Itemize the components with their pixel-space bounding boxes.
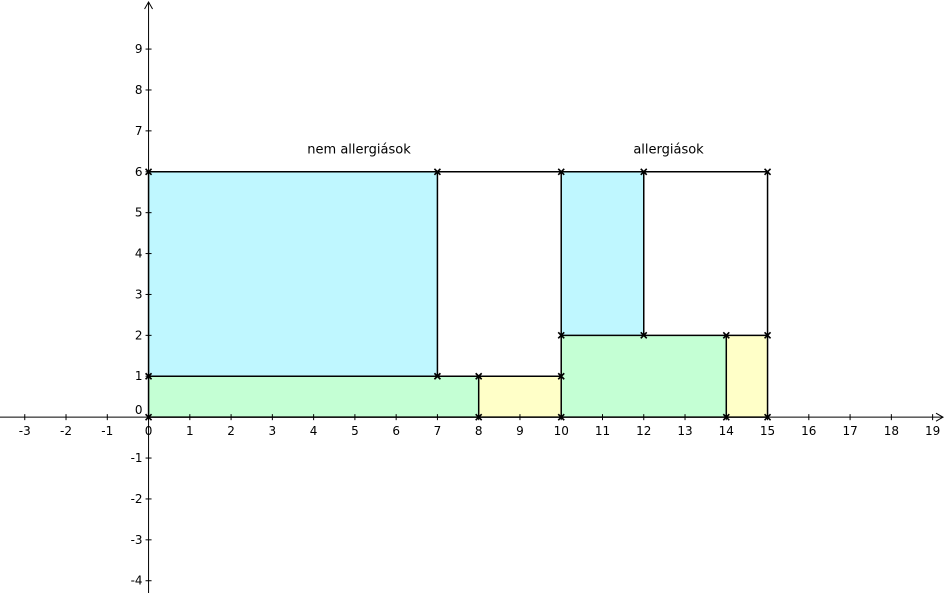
x-tick-label: 8 [475, 424, 483, 438]
x-tick-label: 15 [760, 424, 775, 438]
vertex-points [144, 168, 772, 421]
x-tick-label: 2 [227, 424, 235, 438]
y-tick-label: 0 [135, 403, 143, 417]
y-tick-label: -3 [131, 533, 143, 547]
region-a-cyan [561, 171, 644, 336]
x-tick-label: 18 [884, 424, 899, 438]
x-tick-label: 1 [186, 424, 194, 438]
x-tick-label: 4 [310, 424, 318, 438]
vertex-point [722, 331, 730, 339]
vertex-point [144, 372, 153, 380]
x-tick-label: -2 [60, 424, 72, 438]
vertex-point [144, 413, 153, 421]
y-tick-label: -2 [131, 492, 143, 506]
vertex-point [557, 413, 565, 421]
y-tick-label: 8 [135, 83, 143, 97]
vertex-point [640, 331, 648, 339]
vertex-point [557, 331, 565, 339]
x-tick-label: 3 [269, 424, 277, 438]
x-tick-label: 10 [554, 424, 569, 438]
vertex-point [557, 372, 565, 380]
x-tick-label: -3 [19, 424, 31, 438]
region-a-white [643, 171, 768, 336]
y-tick-label: -4 [131, 574, 143, 588]
region-a-yellow [726, 335, 768, 418]
x-tick-label: 19 [925, 424, 940, 438]
x-tick-label: 6 [392, 424, 400, 438]
group-labels: nem allergiások allergiások [307, 142, 704, 157]
vertex-point [763, 331, 772, 339]
label-allergiasok: allergiások [633, 142, 704, 157]
y-tick-label: 5 [135, 206, 143, 220]
vertex-point [763, 168, 772, 176]
vertex-point [475, 413, 483, 421]
y-tick-label: 2 [135, 328, 143, 342]
y-tick-label: 1 [135, 369, 143, 383]
y-tick-label: 3 [135, 287, 143, 301]
x-tick-label: 9 [516, 424, 524, 438]
shaded-regions [148, 171, 768, 418]
x-tick-label: 0 [145, 424, 153, 438]
vertex-point [433, 372, 441, 380]
vertex-point [722, 413, 730, 421]
region-na-cyan [148, 171, 438, 377]
vertex-point [763, 413, 772, 421]
y-axis-arrow [144, 0, 153, 10]
y-tick-label: -1 [131, 451, 143, 465]
vertex-point [557, 168, 565, 176]
x-tick-label: 5 [351, 424, 359, 438]
vertex-point [640, 168, 648, 176]
vertex-point [475, 372, 483, 380]
x-tick-label: 14 [719, 424, 734, 438]
vertex-point [433, 168, 441, 176]
label-nem-allergiasok: nem allergiások [307, 142, 411, 157]
y-tick-label: 9 [135, 42, 143, 56]
y-tick-label: 4 [135, 247, 143, 261]
y-tick-label: 7 [135, 124, 143, 138]
x-tick-label: 12 [636, 424, 651, 438]
region-na-yellow [478, 376, 562, 418]
x-axis-arrow [935, 412, 945, 422]
x-tick-label: 11 [595, 424, 610, 438]
x-tick-label: 16 [801, 424, 816, 438]
vertex-point [144, 168, 153, 176]
region-na-green [148, 376, 479, 418]
x-tick-label: 17 [842, 424, 857, 438]
x-tick-label: 13 [677, 424, 692, 438]
rectangle-edges [147, 171, 769, 418]
y-tick-label: 6 [135, 165, 143, 179]
region-a-green [561, 335, 727, 418]
region-na-white [437, 171, 562, 377]
x-tick-label: -1 [101, 424, 113, 438]
x-tick-label: 7 [434, 424, 442, 438]
